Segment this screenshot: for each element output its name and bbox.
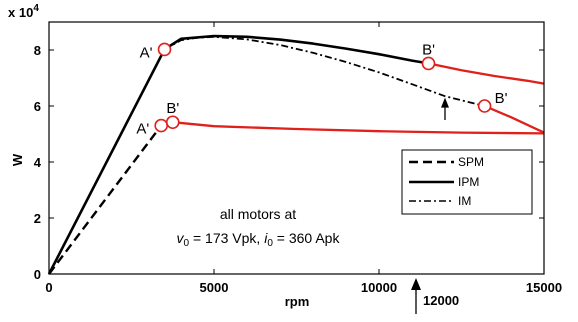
series-ipm-segment-0 [47, 48, 166, 275]
series-im-segment-1 [484, 104, 545, 134]
legend-label-im: IM [458, 194, 471, 208]
markers-layer: A' B' B' A' B' [136, 41, 507, 137]
marker-1 [421, 56, 436, 71]
rpm-arrow-label: 12000 [423, 293, 459, 308]
series-ipm-segment-2 [428, 62, 545, 85]
legend-label-ipm: IPM [458, 175, 479, 189]
x-tick-label: 10000 [361, 280, 397, 295]
marker-4 [165, 115, 180, 130]
marker-label-2: B' [495, 90, 508, 107]
rpm-12000-arrow: 12000 [411, 278, 459, 314]
axes-layer [48, 21, 545, 275]
curves-layer [47, 34, 545, 275]
plot-frame [48, 21, 545, 275]
ticks-layer: 0 5000 10000 15000 0 2 4 6 8 [34, 22, 562, 295]
marker-label-0: A' [140, 44, 153, 61]
x-tick-label: 5000 [200, 280, 229, 295]
y-axis-label: W [10, 153, 25, 166]
marker-0 [157, 42, 172, 57]
y-tick-label: 8 [34, 43, 41, 58]
marker-label-3: A' [136, 121, 149, 138]
marker-2 [477, 99, 492, 113]
y-tick-label: 6 [34, 99, 41, 114]
x-axis-label: rpm [285, 294, 310, 309]
y-tick-label: 4 [34, 155, 42, 170]
legend-label-spm: SPM [458, 155, 484, 169]
y-tick-label: 2 [34, 211, 41, 226]
annotation-note: all motors at v0 = 173 Vpk, i0 = 360 Apk [177, 206, 341, 249]
series-spm-segment-0 [48, 124, 163, 275]
marker-label-4: B' [166, 100, 179, 117]
note-line-1: all motors at [220, 206, 296, 222]
y-tick-label: 0 [34, 267, 41, 282]
marker-label-1: B' [422, 41, 435, 58]
inner-arrow-head [441, 97, 449, 108]
series-spm-segment-2 [172, 121, 545, 135]
legend: SPM IPM IM [401, 149, 533, 215]
rpm-arrow-head [411, 278, 421, 290]
x-tick-label: 0 [45, 280, 52, 295]
x-tick-label: 15000 [526, 280, 562, 295]
series-im-segment-0 [164, 35, 485, 107]
note-line-2: v0 = 173 Vpk, i0 = 360 Apk [177, 230, 341, 249]
y-exponent-label: x 104 [8, 3, 39, 20]
marker-3 [154, 118, 168, 133]
